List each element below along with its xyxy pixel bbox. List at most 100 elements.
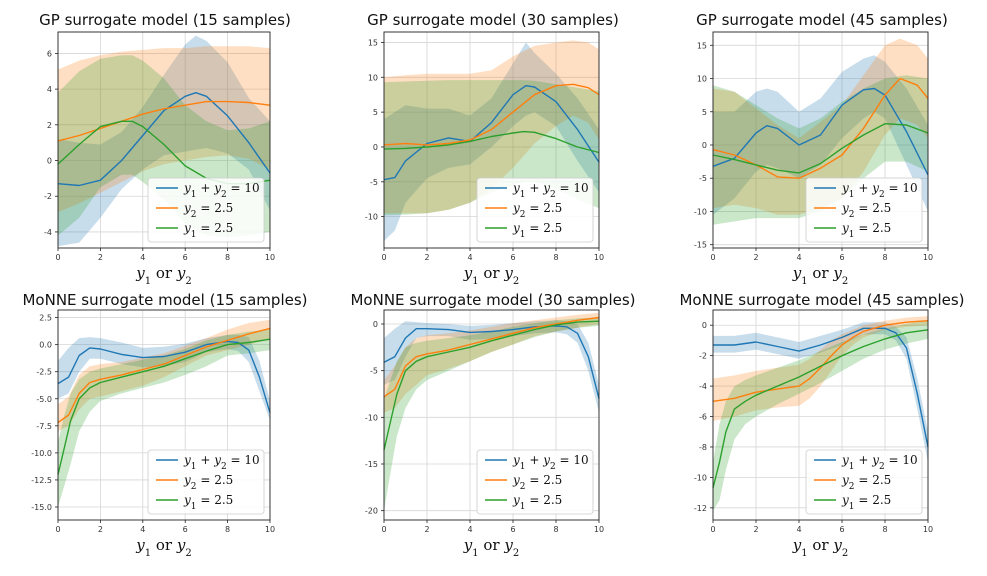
x-axis-label-s2: 2 (185, 276, 191, 287)
y-tick-label: 2 (47, 121, 52, 130)
line-y2-2-5 (57, 327, 271, 424)
legend-label-part: 1 (520, 230, 526, 240)
legend-label-part: 2 (520, 210, 526, 220)
y-tick-label: -2 (699, 352, 707, 361)
legend-label-part: 1 (191, 502, 197, 512)
legend-label-y1-y2-10: y1 + y2 = 10 (183, 181, 260, 200)
x-axis-label-s1: 1 (472, 548, 478, 559)
legend-label-part: y (213, 181, 221, 195)
legend-label-part: 2 (550, 190, 556, 200)
legend-label-part: y (542, 453, 550, 467)
y-tick-label: -5 (699, 174, 707, 183)
x-tick-label: 4 (467, 253, 472, 262)
x-tick-label: 2 (753, 525, 758, 534)
x-tick-label: 2 (753, 253, 758, 262)
legend-label-part: 2 (879, 190, 885, 200)
legend-label-part: = 10 (227, 181, 260, 195)
x-axis-label-s1: 1 (145, 276, 151, 287)
chart-title: GP surrogate model (30 samples) (367, 11, 619, 29)
legend-label-part: + (855, 181, 873, 195)
x-axis-label-s1: 1 (472, 276, 478, 287)
line-y1-y2-10 (713, 327, 929, 448)
legend-label-part: = 2.5 (197, 473, 234, 487)
legend-label-y2-2-5: y2 = 2.5 (512, 201, 562, 220)
y-tick-label: -7.5 (36, 422, 52, 431)
legend-label-part: y (841, 221, 849, 235)
legend-label-part: + (197, 453, 215, 467)
legend-label-part: 2 (849, 482, 855, 492)
legend-label-part: 1 (849, 462, 855, 472)
legend-label-part: 2 (191, 210, 197, 220)
x-tick-label: 0 (710, 253, 715, 262)
legend-label-y1-2-5: y1 = 2.5 (512, 493, 562, 512)
y-tick-label: -2 (44, 192, 52, 201)
legend-label-part: y (841, 181, 849, 195)
x-tick-label: 8 (882, 525, 887, 534)
x-tick-label: 4 (467, 525, 472, 534)
y-tick-label: -15.0 (31, 503, 52, 512)
subplot-3: 0 2 4 6 8 10 -15 -10 -5 0 5 10 15 GP surrogate model … (694, 11, 948, 287)
chart-title: MoNNE surrogate model (45 samples) (679, 291, 964, 309)
x-axis-label-v1: y (792, 536, 802, 554)
x-tick-label: 10 (923, 525, 933, 534)
x-tick-label: 0 (381, 253, 386, 262)
y-tick-label: 15 (697, 41, 707, 50)
line-y1-2-5 (712, 122, 929, 174)
band-y1-y2-10 (384, 42, 599, 241)
y-tick-label: -5.0 (36, 395, 52, 404)
legend-label-part: 1 (849, 502, 855, 512)
x-tick-label: 10 (594, 253, 604, 262)
band-y2-2-5 (384, 40, 599, 214)
legend-label-part: y (183, 201, 191, 215)
x-axis-label-s2: 2 (842, 548, 848, 559)
legend-label-part: y (841, 201, 849, 215)
line-y1-2-5 (383, 320, 600, 451)
line-y2-2-5 (57, 100, 271, 142)
legend-label-part: 1 (191, 190, 197, 200)
axes-frame (712, 309, 929, 521)
y-tick-label: -20 (365, 507, 378, 516)
legend-label-y1-y2-10: y1 + y2 = 10 (841, 181, 918, 200)
legend-label-y1-2-5: y1 = 2.5 (512, 221, 562, 240)
legend-label-part: + (197, 181, 215, 195)
y-tick-label: -5 (370, 367, 378, 376)
y-tick-label: -4 (699, 382, 707, 391)
legend-label-part: = 10 (227, 453, 260, 467)
legend-label-part: y (841, 493, 849, 507)
x-tick-label: 10 (265, 253, 275, 262)
x-tick-label: 4 (140, 525, 145, 534)
legend-label-part: = 10 (556, 181, 589, 195)
x-axis-label-or: or (151, 264, 177, 282)
x-tick-label: 4 (796, 253, 801, 262)
legend-label-y1-y2-10: y1 + y2 = 10 (841, 453, 918, 472)
legend-label-part: 1 (849, 230, 855, 240)
y-tick-label: 5 (373, 108, 378, 117)
x-axis-label-v1: y (792, 264, 802, 282)
legend-label-y1-2-5: y1 = 2.5 (183, 493, 233, 512)
band-y2-2-5 (384, 312, 599, 413)
legend-label-part: 1 (520, 502, 526, 512)
x-tick-label: 6 (839, 253, 844, 262)
legend-label-part: y (183, 453, 191, 467)
axes-frame (712, 31, 929, 249)
legend-label-part: 2 (879, 462, 885, 472)
legend-label-y2-2-5: y2 = 2.5 (841, 201, 891, 220)
x-axis-label-or: or (479, 264, 505, 282)
chart-title: MoNNE surrogate model (15 samples) (22, 291, 307, 309)
x-tick-label: 8 (553, 525, 558, 534)
y-tick-label: -10 (365, 213, 378, 222)
y-tick-label: 0 (373, 143, 378, 152)
band-y1-2-5 (384, 317, 599, 511)
x-axis-label-s2: 2 (185, 548, 191, 559)
x-tick-label: 6 (183, 253, 188, 262)
legend-label-part: y (183, 493, 191, 507)
legend-label-y1-y2-10: y1 + y2 = 10 (512, 181, 589, 200)
legend-label-part: y (512, 453, 520, 467)
subplot-4: 0 2 4 6 8 10 -15.0 -12.5 -10.0 -7.5 -5.0 -2.5 0.0 2.5… (22, 291, 307, 559)
y-tick-label: 0 (702, 321, 707, 330)
legend-label-part: y (512, 473, 520, 487)
line-y1-2-5 (57, 338, 271, 475)
x-tick-label: 8 (225, 253, 230, 262)
